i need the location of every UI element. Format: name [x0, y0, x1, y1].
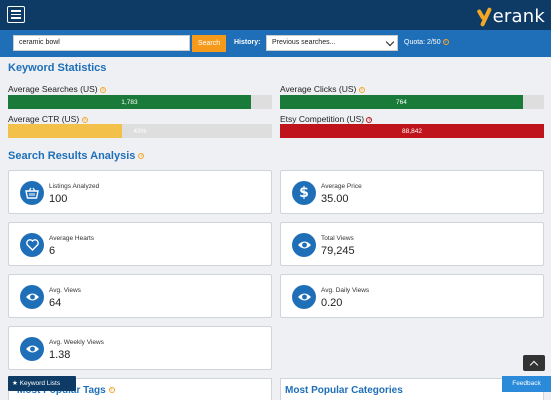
logo-text: erank [492, 6, 545, 27]
history-select-value: Previous searches... [272, 39, 336, 46]
card-value: 1.38 [49, 349, 71, 361]
card-total-views: Total Views 79,245 [280, 222, 544, 266]
info-icon[interactable]: ? [138, 153, 145, 160]
stat-label-clicks: Average Clicks (US) ? [280, 84, 365, 94]
competition-value: 88,842 [402, 127, 422, 135]
search-results-analysis-title: Search Results Analysis ? [8, 150, 145, 162]
basket-icon [20, 181, 44, 205]
stat-label-ctr: Average CTR (US) ? [8, 114, 88, 124]
ctr-value: 43% [133, 127, 147, 135]
card-average-hearts: Average Hearts 6 [8, 222, 272, 266]
card-value: 35.00 [321, 193, 349, 205]
card-label: Average Hearts [49, 235, 95, 242]
ctr-bar: 43% [8, 124, 272, 138]
info-icon[interactable]: ? [99, 86, 106, 93]
card-label: Average Price [321, 183, 362, 190]
card-label: Avg. Views [49, 287, 81, 294]
stat-label-text: Etsy Competition (US) [280, 114, 365, 124]
info-icon[interactable]: ? [108, 387, 115, 394]
stat-label-text: Average Clicks (US) [280, 84, 357, 94]
card-average-price: $ Average Price 35.00 [280, 170, 544, 214]
card-value: 79,245 [321, 245, 355, 257]
eye-icon [20, 285, 44, 309]
quota-text: Quota: 2/50 ? [404, 39, 449, 46]
dollar-icon: $ [292, 181, 316, 205]
clicks-value: 764 [396, 98, 407, 106]
card-listings-analyzed: Listings Analyzed 100 [8, 170, 272, 214]
keyword-search-input[interactable]: ceramic bowl [13, 35, 190, 51]
searches-bar-fill: 1,783 [8, 95, 251, 109]
card-label: Avg. Daily Views [321, 287, 370, 294]
keyword-lists-label: Keyword Lists [19, 380, 61, 387]
stat-label-competition: Etsy Competition (US) ? [280, 114, 373, 124]
stat-label-text: Average CTR (US) [8, 114, 80, 124]
card-avg-daily-views: Avg. Daily Views 0.20 [280, 274, 544, 318]
card-avg-weekly-views: Avg. Weekly Views 1.38 [8, 326, 272, 370]
searches-bar: 1,783 [8, 95, 272, 109]
card-value: 6 [49, 245, 56, 257]
info-icon[interactable]: ? [366, 116, 373, 123]
card-value: 64 [49, 297, 62, 309]
competition-bar-fill: 88,842 [280, 124, 544, 138]
keyword-lists-button[interactable]: ★ Keyword Lists [8, 376, 76, 391]
analysis-title-text: Search Results Analysis [8, 150, 136, 162]
searches-value: 1,783 [121, 98, 138, 106]
card-label: Listings Analyzed [49, 183, 100, 190]
card-label: Avg. Weekly Views [49, 339, 104, 346]
stat-label-text: Average Searches (US) [8, 84, 98, 94]
popular-categories-title: Most Popular Categories [285, 385, 403, 396]
competition-bar: 88,842 [280, 124, 544, 138]
eye-icon [20, 337, 44, 361]
eye-icon [292, 285, 316, 309]
chevron-down-icon [385, 37, 395, 47]
ctr-bar-fill [8, 124, 122, 138]
hamburger-menu-icon[interactable] [7, 6, 25, 23]
eye-icon [292, 233, 316, 257]
erank-logo[interactable]: erank [478, 5, 545, 27]
history-label: History: [234, 39, 261, 46]
chevron-up-icon [529, 360, 539, 370]
stat-label-searches: Average Searches (US) ? [8, 84, 106, 94]
feedback-button[interactable]: Feedback [502, 376, 551, 392]
card-value: 100 [49, 193, 68, 205]
heart-icon [20, 233, 44, 257]
info-icon[interactable]: ? [442, 39, 449, 46]
top-navbar: erank [0, 0, 551, 30]
info-icon[interactable]: ? [81, 116, 88, 123]
card-avg-views: Avg. Views 64 [8, 274, 272, 318]
keyword-statistics-title: Keyword Statistics [8, 62, 107, 74]
info-icon[interactable]: ? [358, 86, 365, 93]
clicks-bar: 764 [280, 95, 544, 109]
history-select[interactable]: Previous searches... [266, 35, 398, 51]
logo-check-icon [478, 7, 492, 27]
card-value: 0.20 [321, 297, 343, 309]
star-icon: ★ [12, 380, 18, 387]
search-button[interactable]: Search [192, 35, 226, 52]
clicks-bar-fill: 764 [280, 95, 523, 109]
card-label: Total Views [321, 235, 354, 242]
quota-value: Quota: 2/50 [404, 39, 441, 46]
scroll-to-top-button[interactable] [523, 355, 545, 371]
